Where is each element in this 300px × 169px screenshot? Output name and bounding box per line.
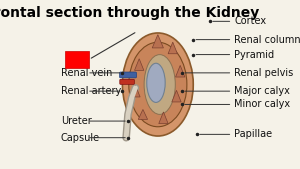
Ellipse shape bbox=[147, 63, 165, 102]
Text: Pyramid: Pyramid bbox=[234, 50, 274, 60]
Ellipse shape bbox=[129, 42, 187, 127]
Polygon shape bbox=[134, 59, 144, 70]
Text: Cortex: Cortex bbox=[234, 16, 266, 26]
Polygon shape bbox=[176, 65, 185, 77]
Polygon shape bbox=[152, 35, 164, 48]
FancyBboxPatch shape bbox=[120, 79, 134, 84]
FancyBboxPatch shape bbox=[120, 72, 136, 78]
Polygon shape bbox=[159, 112, 168, 124]
Text: Minor calyx: Minor calyx bbox=[234, 99, 290, 110]
Text: Renal artery: Renal artery bbox=[61, 86, 121, 96]
Ellipse shape bbox=[122, 33, 193, 136]
Text: Ureter: Ureter bbox=[61, 116, 92, 126]
Text: Major calyx: Major calyx bbox=[234, 86, 290, 96]
Ellipse shape bbox=[144, 55, 175, 114]
Text: Frontal section through the Kidney: Frontal section through the Kidney bbox=[0, 6, 260, 20]
Text: Capsule: Capsule bbox=[61, 133, 100, 143]
Text: Papillae: Papillae bbox=[234, 129, 272, 139]
Polygon shape bbox=[168, 42, 177, 54]
Bar bbox=[64, 51, 89, 68]
Text: Renal vein: Renal vein bbox=[61, 68, 112, 78]
Text: Renal pelvis: Renal pelvis bbox=[234, 68, 293, 78]
Polygon shape bbox=[172, 90, 181, 102]
Polygon shape bbox=[138, 110, 148, 119]
Text: Renal column: Renal column bbox=[234, 35, 300, 45]
Polygon shape bbox=[131, 85, 140, 97]
